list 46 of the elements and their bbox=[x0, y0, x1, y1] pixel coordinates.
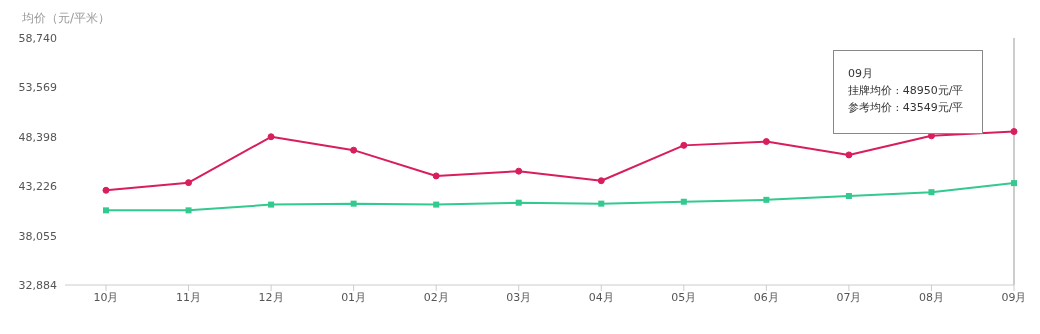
point bbox=[680, 198, 687, 205]
point bbox=[1011, 180, 1017, 187]
tooltip-box: 09月 挂牌均价 : 48950元/平 参考均价 : 43549元/平 bbox=[833, 50, 983, 134]
point bbox=[432, 172, 440, 180]
y-tick-label: 32,884 bbox=[18, 278, 57, 292]
x-tick-label: 06月 bbox=[753, 290, 779, 304]
x-tick-label: 10月 bbox=[93, 290, 119, 304]
annotation: 挂牌均价 : 48950元/平 bbox=[848, 83, 965, 99]
point bbox=[598, 200, 605, 207]
point bbox=[102, 186, 110, 194]
point bbox=[350, 200, 357, 207]
point bbox=[185, 207, 192, 214]
x-tick-label: 08月 bbox=[918, 290, 944, 304]
x-tick-label: 03月 bbox=[506, 290, 532, 304]
x-tick-label: 09月 bbox=[1001, 290, 1027, 304]
annotation: 09月 bbox=[848, 66, 874, 82]
point bbox=[845, 193, 852, 200]
point bbox=[762, 138, 770, 146]
y-tick-label: 53,569 bbox=[18, 81, 57, 95]
y-tick-label: 43,226 bbox=[18, 180, 57, 194]
point bbox=[845, 151, 853, 159]
point bbox=[763, 196, 770, 203]
y-tick-label: 58,740 bbox=[18, 31, 57, 45]
point bbox=[268, 201, 275, 208]
point bbox=[1010, 128, 1018, 136]
y-tick-label: 38,055 bbox=[18, 229, 57, 243]
x-tick-label: 04月 bbox=[588, 290, 614, 304]
y-axis-title: 均价（元/平米） bbox=[22, 10, 111, 27]
x-tick-label: 12月 bbox=[258, 290, 284, 304]
point bbox=[103, 207, 109, 214]
y-tick-label: 48,398 bbox=[18, 130, 57, 144]
point bbox=[185, 179, 193, 187]
point bbox=[928, 189, 935, 196]
point bbox=[680, 141, 688, 149]
x-tick-label: 11月 bbox=[176, 290, 202, 304]
point bbox=[515, 199, 522, 206]
point bbox=[350, 146, 358, 154]
x-tick-label: 07月 bbox=[836, 290, 862, 304]
x-tick-label: 05月 bbox=[671, 290, 697, 304]
point bbox=[433, 201, 440, 208]
x-tick-label: 02月 bbox=[423, 290, 449, 304]
point bbox=[515, 167, 523, 175]
x-tick-label: 01月 bbox=[341, 290, 367, 304]
point bbox=[597, 177, 605, 185]
annotation: 参考均价 : 43549元/平 bbox=[848, 100, 965, 116]
point bbox=[267, 133, 275, 141]
